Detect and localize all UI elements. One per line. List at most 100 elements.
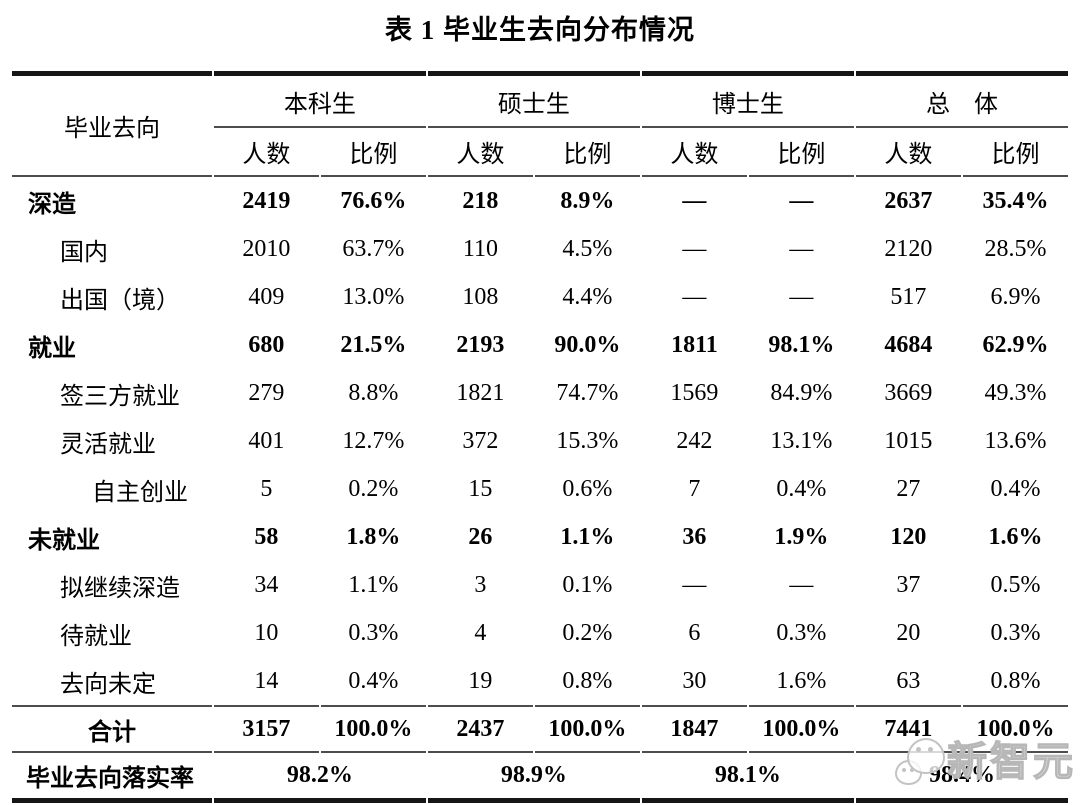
cell-value: 2437: [427, 705, 533, 753]
row-label: 深造: [28, 191, 76, 218]
cell-value: 3157: [213, 705, 319, 753]
cell-value: 15.3%: [556, 427, 619, 454]
row-label: 未就业: [28, 527, 100, 554]
cell-value: 35.4%: [982, 187, 1049, 214]
cell-value: 26: [468, 523, 493, 550]
cell-value: 0.1%: [562, 571, 613, 598]
cell-value: 517: [890, 283, 927, 310]
cell-value: 6.9%: [990, 283, 1041, 310]
cell-value: 98.1%: [768, 331, 835, 358]
row-label: 毕业去向落实率: [12, 753, 212, 803]
row-label: 合计: [12, 705, 212, 753]
table-row-plan-further-study: 拟继续深造 34 1.1% 3 0.1% — — 37 0.5%: [12, 561, 1068, 609]
cell-value: —: [789, 283, 814, 310]
cell-value: 100.0%: [748, 705, 854, 753]
table-row-awaiting-employment: 待就业 10 0.3% 4 0.2% 6 0.3% 20 0.3%: [12, 609, 1068, 657]
cell-value: 7: [688, 475, 701, 502]
row-label: 去向未定: [60, 671, 156, 698]
cell-value: 14: [254, 667, 279, 694]
row-label: 签三方就业: [60, 383, 180, 410]
cell-value: 100.0%: [534, 705, 640, 753]
column-group-overall: 总 体: [855, 71, 1068, 128]
graduate-destination-table: 毕业去向 本科生 硕士生 博士生 总 体 人数 比例 人数 比例 人数 比例 人…: [10, 71, 1070, 803]
table-row-implementation-rate: 毕业去向落实率 98.2% 98.9% 98.1% 98.4%: [12, 753, 1068, 803]
cell-value: 3: [474, 571, 487, 598]
cell-value: 2637: [884, 187, 933, 214]
cell-value: —: [682, 571, 707, 598]
cell-value: —: [789, 235, 814, 262]
cell-value: 19: [468, 667, 493, 694]
cell-value: 62.9%: [982, 331, 1049, 358]
cell-value: 98.9%: [427, 753, 640, 803]
cell-value: 0.4%: [348, 667, 399, 694]
table-row-total: 合计 3157 100.0% 2437 100.0% 1847 100.0% 7…: [12, 705, 1068, 753]
cell-value: 0.3%: [776, 619, 827, 646]
column-header-count: 人数: [427, 128, 533, 177]
table-row-further-study: 深造 2419 76.6% 218 8.9% — — 2637 35.4%: [12, 177, 1068, 225]
cell-value: 84.9%: [770, 379, 833, 406]
cell-value: 372: [462, 427, 499, 454]
cell-value: —: [682, 283, 707, 310]
table-row-self-startup: 自主创业 5 0.2% 15 0.6% 7 0.4% 27 0.4%: [12, 465, 1068, 513]
cell-value: 2419: [242, 187, 291, 214]
cell-value: 0.5%: [990, 571, 1041, 598]
cell-value: 0.8%: [562, 667, 613, 694]
table-row-flexible-employment: 灵活就业 401 12.7% 372 15.3% 242 13.1% 1015 …: [12, 417, 1068, 465]
cell-value: 1.6%: [988, 523, 1043, 550]
cell-value: 37: [896, 571, 921, 598]
row-label: 拟继续深造: [60, 575, 180, 602]
cell-value: 49.3%: [984, 379, 1047, 406]
column-header-ratio: 比例: [534, 128, 640, 177]
cell-value: 21.5%: [340, 331, 407, 358]
cell-value: 98.2%: [213, 753, 426, 803]
cell-value: 0.4%: [990, 475, 1041, 502]
row-label: 就业: [28, 335, 76, 362]
cell-value: —: [789, 187, 814, 214]
cell-value: 28.5%: [984, 235, 1047, 262]
cell-value: 1.6%: [776, 667, 827, 694]
cell-value: 6: [688, 619, 701, 646]
table-row-unemployed: 未就业 58 1.8% 26 1.1% 36 1.9% 120 1.6%: [12, 513, 1068, 561]
cell-value: 13.0%: [342, 283, 405, 310]
row-label: 出国（境）: [60, 287, 180, 314]
cell-value: 0.3%: [990, 619, 1041, 646]
cell-value: 8.9%: [560, 187, 615, 214]
cell-value: 63: [896, 667, 921, 694]
row-label: 国内: [60, 239, 108, 266]
row-label: 自主创业: [92, 479, 188, 506]
cell-value: 1.8%: [346, 523, 401, 550]
cell-value: 20: [896, 619, 921, 646]
cell-value: —: [789, 571, 814, 598]
column-header-ratio: 比例: [748, 128, 854, 177]
header-sub-row: 人数 比例 人数 比例 人数 比例 人数 比例: [12, 128, 1068, 177]
cell-value: 120: [890, 523, 927, 550]
cell-value: 1811: [671, 331, 718, 358]
cell-value: 1.9%: [774, 523, 829, 550]
cell-value: 0.2%: [348, 475, 399, 502]
cell-value: 98.4%: [855, 753, 1068, 803]
column-header-count: 人数: [855, 128, 961, 177]
cell-value: 0.2%: [562, 619, 613, 646]
cell-value: 63.7%: [342, 235, 405, 262]
cell-value: 2120: [884, 235, 933, 262]
cell-value: 409: [248, 283, 285, 310]
cell-value: 4.4%: [562, 283, 613, 310]
table-row-employment: 就业 680 21.5% 2193 90.0% 1811 98.1% 4684 …: [12, 321, 1068, 369]
cell-value: 13.6%: [984, 427, 1047, 454]
cell-value: 2010: [242, 235, 291, 262]
cell-value: 242: [676, 427, 713, 454]
cell-value: 58: [254, 523, 279, 550]
cell-value: 218: [462, 187, 499, 214]
row-label: 灵活就业: [60, 431, 156, 458]
cell-value: 401: [248, 427, 285, 454]
column-header-ratio: 比例: [320, 128, 426, 177]
cell-value: 1821: [456, 379, 505, 406]
cell-value: 4.5%: [562, 235, 613, 262]
cell-value: 34: [254, 571, 279, 598]
table-row-abroad: 出国（境） 409 13.0% 108 4.4% — — 517 6.9%: [12, 273, 1068, 321]
cell-value: 30: [682, 667, 707, 694]
column-group-master: 硕士生: [427, 71, 640, 128]
cell-value: 74.7%: [556, 379, 619, 406]
cell-value: 3669: [884, 379, 933, 406]
cell-value: —: [682, 235, 707, 262]
